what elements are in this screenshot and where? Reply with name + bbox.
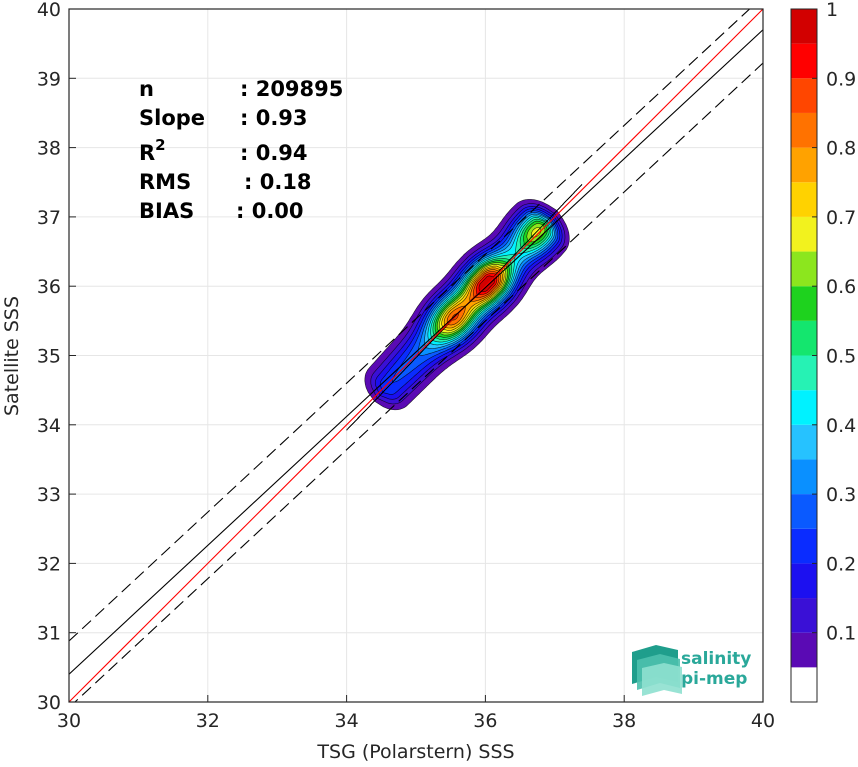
colorbar-tick-label-1: 0.2 [826,553,856,575]
colorbar-bin-17 [791,78,817,113]
colorbar-bin-6 [791,459,817,495]
colorbar-tick-label-6: 0.7 [826,207,856,229]
colorbar-bin-5 [791,494,817,529]
colorbar-bin-14 [791,182,817,217]
colorbar: 0.1 0.2 0.3 0.4 0.5 0.6 0.7 0.8 0.9 1 [790,0,856,703]
x-tick-label-5: 40 [751,710,775,732]
colorbar-tick-label-5: 0.6 [826,276,856,298]
colorbar-tick-label-9: 1 [826,0,838,21]
y-tick-label-7: 37 [37,207,61,229]
colorbar-bin-2 [791,598,817,633]
regression-line [69,29,763,675]
colorbar-bin-18 [791,43,817,79]
colorbar-tick-label-0: 0.1 [826,623,856,645]
colorbar-bin-4 [791,528,817,564]
y-tick-label-2: 32 [37,553,61,575]
y-tick-label-4: 34 [37,415,61,437]
y-tick-label-1: 31 [37,623,61,645]
y-axis-label: Satellite SSS [1,296,23,416]
x-tick-label-1: 32 [196,710,220,732]
stat-value-1: : 0.93 [240,106,308,130]
y-tick-label-0: 30 [37,692,61,714]
colorbar-tick-label-7: 0.8 [826,138,856,160]
logo-line1: salinity [681,649,751,669]
colorbar-bin-13 [791,216,817,252]
colorbar-tick-label-2: 0.3 [826,484,856,506]
x-axis-ticks: 30 32 34 36 38 40 [57,695,775,732]
y-tick-label-8: 38 [37,138,61,160]
stat-value-2: : 0.94 [240,141,308,165]
colorbar-bin-15 [791,147,817,183]
colorbar-tick-label-3: 0.4 [826,415,856,437]
logo-line2: pi-mep [681,669,747,689]
stat-label-2: R2 [139,136,166,165]
colorbar-bin-8 [791,390,817,425]
stat-superscript-2: 2 [155,136,165,154]
colorbar-bin-10 [791,320,817,356]
stat-label-1: Slope [139,106,205,130]
colorbar-bin-16 [791,112,817,148]
colorbar-tick-label-8: 0.9 [826,68,856,90]
wave-logo-icon [632,645,682,696]
statistics-panel: n : 209895 Slope : 0.93 R2 : 0.94 RMS : 0.18 BIA… [139,77,343,223]
y-tick-label-10: 40 [37,0,61,21]
x-axis-label: TSG (Polarstern) SSS [316,741,514,763]
x-tick-label-3: 36 [473,710,497,732]
colorbar-bin-1 [791,632,817,668]
stat-label-0: n [139,77,154,101]
x-tick-label-0: 30 [57,710,81,732]
colorbar-bin-19 [791,9,817,44]
x-tick-label-4: 38 [612,710,636,732]
y-axis-ticks: 30 31 32 33 34 35 36 37 38 39 40 [37,0,76,714]
density-contour-18 [346,184,583,431]
stat-value-0: : 209895 [240,77,343,101]
colorbar-bin-11 [791,286,817,321]
colorbar-bin-9 [791,355,817,391]
colorbar-bin-0 [791,667,817,702]
colorbar-bin-7 [791,424,817,460]
colorbar-bin-12 [791,251,817,287]
y-tick-label-9: 39 [37,68,61,90]
stat-value-3: : 0.18 [244,170,312,194]
upper-bound-line [69,9,751,642]
x-tick-label-2: 34 [335,710,359,732]
stat-value-4: : 0.00 [236,199,304,223]
stat-label-3: RMS [139,170,191,194]
reference-lines [69,9,763,702]
y-tick-label-3: 33 [37,484,61,506]
one-to-one-line [69,9,763,702]
stat-label-4: BIAS [139,199,194,223]
lower-bound-line [74,62,763,702]
colorbar-tick-label-4: 0.5 [826,346,856,368]
colorbar-bin-3 [791,563,817,599]
y-tick-label-6: 36 [37,276,61,298]
salinity-pi-mep-logo: salinity pi-mep [632,645,751,696]
y-tick-label-5: 35 [37,346,61,368]
